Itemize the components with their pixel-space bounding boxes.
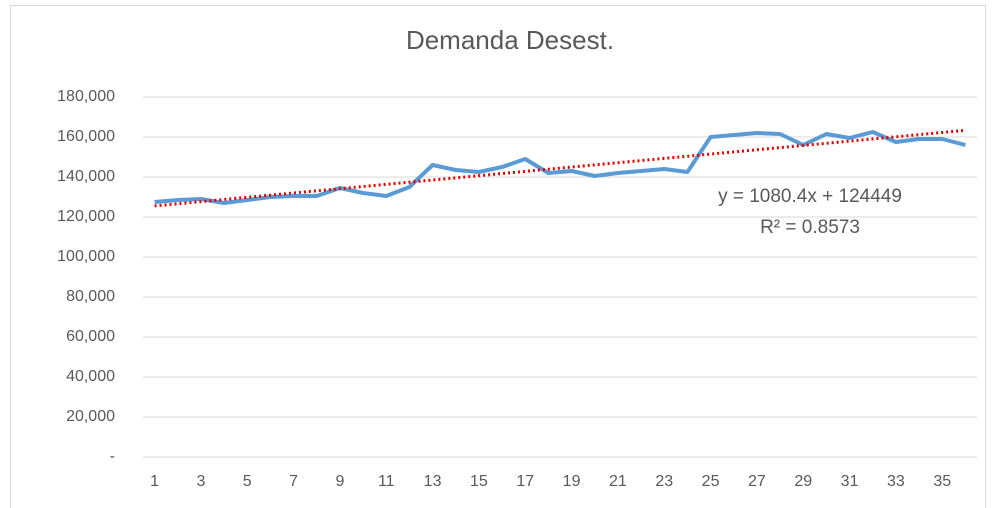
- x-tick-label: 27: [748, 473, 766, 490]
- x-tick-label: 35: [933, 473, 951, 490]
- x-tick-label: 13: [424, 473, 442, 490]
- x-tick-label: 21: [609, 473, 627, 490]
- y-tick-label: 100,000: [57, 248, 115, 265]
- y-tick-label: 60,000: [66, 328, 115, 345]
- y-tick-label: 80,000: [66, 288, 115, 305]
- y-tick-label: 160,000: [57, 128, 115, 145]
- data-line: [154, 130, 966, 205]
- x-tick-label: 29: [794, 473, 812, 490]
- x-tick-label: 19: [563, 473, 581, 490]
- y-tick-label: 180,000: [57, 88, 115, 105]
- x-tick-label: 25: [702, 473, 720, 490]
- y-tick-label: 120,000: [57, 208, 115, 225]
- trendline-r2: R² = 0.8573: [760, 217, 860, 238]
- x-tick-label: 23: [655, 473, 673, 490]
- y-tick-label: 140,000: [57, 168, 115, 185]
- x-tick-label: 9: [335, 473, 344, 490]
- x-tick-label: 3: [196, 473, 205, 490]
- y-tick-label: -: [110, 448, 115, 465]
- trendline-equation: y = 1080.4x + 124449: [718, 186, 902, 207]
- x-tick-label: 17: [516, 473, 534, 490]
- y-tick-label: 40,000: [66, 368, 115, 385]
- chart-title: Demanda Desest.: [406, 25, 614, 55]
- trendline: [154, 128, 966, 208]
- y-tick-label: 20,000: [66, 408, 115, 425]
- x-tick-label: 15: [470, 473, 488, 490]
- x-tick-label: 31: [841, 473, 859, 490]
- x-tick-label: 11: [378, 473, 395, 490]
- x-tick-label: 7: [289, 473, 298, 490]
- x-tick-label: 1: [150, 473, 159, 490]
- x-tick-label: 33: [887, 473, 905, 490]
- x-tick-label: 5: [243, 473, 252, 490]
